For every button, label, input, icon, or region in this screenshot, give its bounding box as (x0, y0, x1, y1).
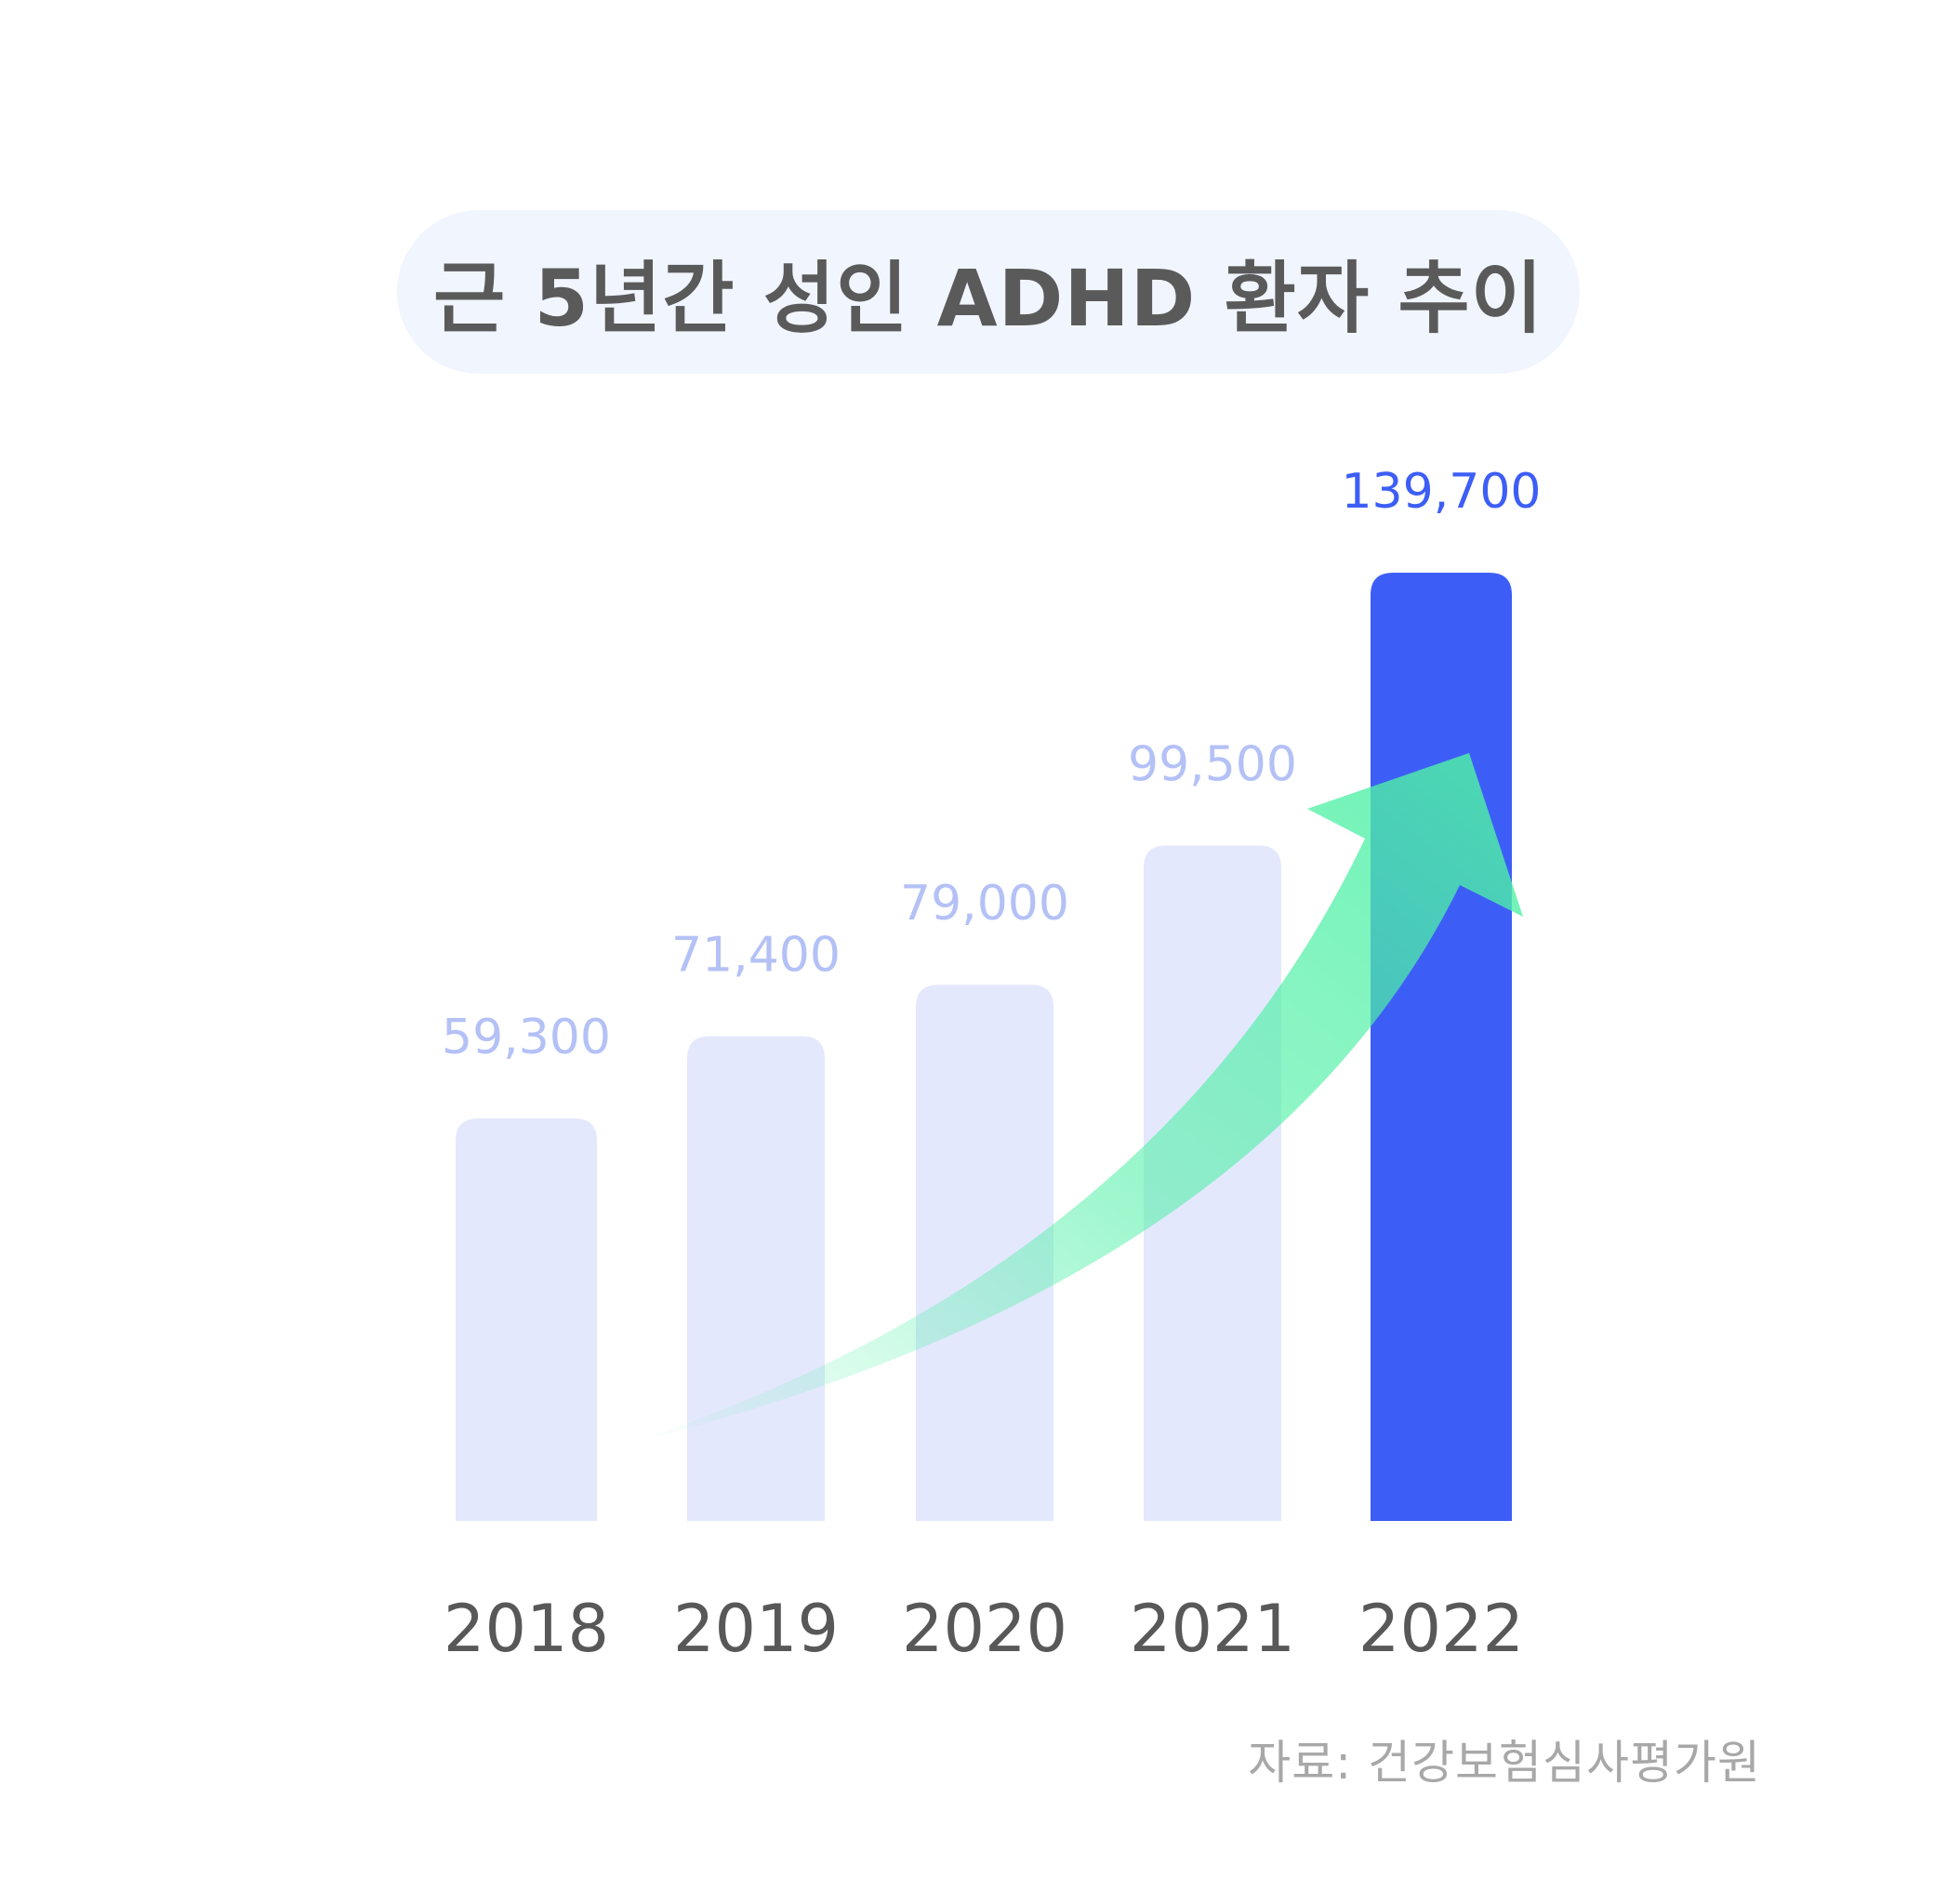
value-label-2020: 79,000 (900, 876, 1069, 932)
labels-layer: 59,300 2018 71,400 2019 79,000 2020 99,500 2021… (442, 464, 1542, 1667)
trend-arrow (632, 753, 1523, 1443)
year-label-2019: 2019 (673, 1591, 839, 1667)
bar-2018 (456, 1118, 597, 1521)
source-note: 자료: 건강보험심사평가원 (1248, 1736, 1761, 1790)
value-label-2021: 99,500 (1128, 737, 1297, 793)
value-label-2019: 71,400 (671, 928, 841, 984)
value-label-2018: 59,300 (442, 1010, 611, 1065)
year-label-2018: 2018 (444, 1591, 609, 1667)
bar-2022 (1371, 573, 1512, 1521)
title-pill: 근 5년간 성인 ADHD 환자 추이 (397, 210, 1580, 374)
chart-title: 근 5년간 성인 ADHD 환자 추이 (433, 252, 1543, 344)
bar-2020 (916, 985, 1053, 1521)
bar-2021 (1144, 845, 1281, 1521)
bar-2019 (687, 1036, 825, 1521)
year-label-2022: 2022 (1358, 1591, 1524, 1667)
year-label-2020: 2020 (902, 1591, 1067, 1667)
value-label-2022: 139,700 (1341, 464, 1541, 520)
year-label-2021: 2021 (1130, 1591, 1295, 1667)
